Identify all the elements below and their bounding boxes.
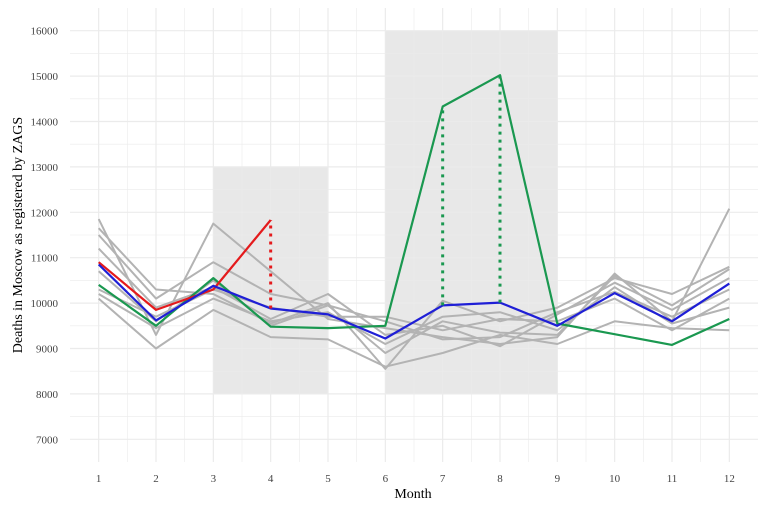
- dotted-excess-segments: [269, 75, 502, 309]
- y-axis-title: Deaths in Moscow as registered by ZAGS: [11, 117, 26, 353]
- y-axis-ticks: 7000 8000 9000 10000 11000 12000 13000 14000 150…: [31, 26, 59, 447]
- x-tick-label-3: 3: [211, 473, 217, 485]
- x-tick-label-11: 11: [667, 473, 678, 485]
- green-series-line: [98, 74, 730, 346]
- x-tick-label-7: 7: [440, 473, 446, 485]
- red-series-line: [97, 219, 272, 311]
- gray-series-line-3: [97, 234, 730, 354]
- gray-series-line-7: [98, 297, 730, 368]
- x-tick-label-8: 8: [497, 473, 503, 485]
- x-tick-label-5: 5: [325, 473, 331, 485]
- y-tick-label-7000: 7000: [36, 434, 59, 446]
- highlight-series-group: [97, 74, 730, 346]
- y-tick-label-10000: 10000: [31, 298, 59, 310]
- y-tick-label-15000: 15000: [31, 71, 59, 83]
- x-tick-label-1: 1: [96, 473, 102, 485]
- y-tick-label-12000: 12000: [31, 207, 59, 219]
- x-tick-label-12: 12: [724, 473, 735, 485]
- y-tick-label-16000: 16000: [31, 26, 59, 38]
- x-tick-label-6: 6: [383, 473, 389, 485]
- x-tick-label-10: 10: [609, 473, 621, 485]
- x-axis-ticks: 1 2 3 4 5 6 7 8 9 10 11 12: [96, 473, 735, 485]
- y-tick-label-13000: 13000: [31, 162, 59, 174]
- x-tick-label-9: 9: [555, 473, 561, 485]
- y-tick-label-11000: 11000: [31, 253, 59, 265]
- y-tick-label-8000: 8000: [36, 389, 59, 401]
- gray-series-line-8: [98, 286, 730, 345]
- y-tick-label-9000: 9000: [36, 344, 59, 356]
- x-axis-title: Month: [394, 487, 431, 502]
- grid-lines: [70, 8, 758, 462]
- x-tick-label-2: 2: [153, 473, 159, 485]
- blue-series-line: [97, 263, 730, 340]
- x-tick-label-4: 4: [268, 473, 274, 485]
- y-tick-label-14000: 14000: [31, 117, 59, 129]
